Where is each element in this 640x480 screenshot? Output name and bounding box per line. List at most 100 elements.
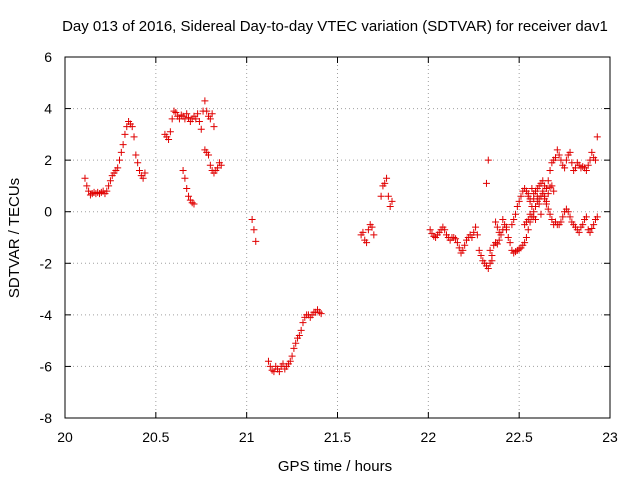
- data-point: [513, 203, 521, 211]
- data-point: [533, 192, 541, 200]
- data-point: [459, 246, 467, 254]
- data-point: [359, 228, 367, 236]
- data-point: [388, 197, 396, 205]
- data-point: [535, 200, 543, 208]
- data-point: [528, 203, 536, 211]
- data-point: [201, 97, 209, 105]
- data-point: [506, 239, 514, 247]
- data-point: [299, 319, 307, 327]
- y-tick-label: -6: [40, 358, 53, 374]
- data-point: [542, 197, 550, 205]
- data-point: [295, 331, 303, 339]
- data-point: [544, 190, 552, 198]
- data-point: [517, 192, 525, 200]
- data-point: [584, 161, 592, 169]
- data-point: [539, 187, 547, 195]
- data-point: [217, 161, 225, 169]
- data-point: [426, 226, 434, 234]
- data-point: [522, 234, 530, 241]
- data-point: [264, 357, 272, 365]
- data-point: [590, 221, 598, 229]
- data-point: [290, 344, 298, 352]
- data-point: [188, 199, 196, 207]
- data-point: [292, 339, 300, 347]
- data-point: [548, 182, 556, 190]
- x-tick-label: 22.5: [506, 429, 533, 445]
- x-axis-label: GPS time / hours: [278, 458, 392, 475]
- data-point: [582, 213, 590, 221]
- data-point: [515, 245, 523, 253]
- data-point: [268, 366, 276, 374]
- data-point: [526, 210, 534, 218]
- data-point: [194, 110, 202, 118]
- x-tick-label: 21.5: [324, 429, 351, 445]
- data-point: [386, 203, 394, 211]
- data-point: [381, 179, 389, 187]
- data-point: [190, 200, 198, 208]
- data-point: [315, 308, 323, 316]
- data-point: [206, 161, 214, 169]
- data-point: [593, 213, 601, 221]
- x-tick-label: 23: [602, 429, 618, 445]
- data-point: [544, 205, 552, 213]
- data-point: [455, 244, 463, 252]
- data-point: [441, 226, 449, 234]
- data-point: [482, 179, 490, 187]
- data-point: [210, 123, 218, 131]
- data-point: [513, 246, 521, 254]
- data-point: [181, 174, 189, 182]
- data-point: [197, 125, 205, 133]
- data-point: [286, 357, 294, 365]
- data-point: [588, 224, 596, 232]
- grid: [65, 57, 610, 418]
- data-point: [546, 210, 554, 218]
- data-point: [488, 257, 496, 265]
- data-point: [575, 228, 583, 236]
- data-point: [562, 156, 570, 164]
- data-point: [548, 215, 556, 223]
- data-point: [530, 190, 538, 198]
- data-point: [86, 191, 94, 199]
- data-point: [461, 241, 469, 249]
- y-tick-label: -4: [40, 307, 53, 323]
- data-point: [119, 141, 127, 149]
- axis-ticks: 20 20.5 21 21.5 22 22.5 23 -8 -6 -4 -2 0 2 4 6: [40, 49, 618, 445]
- data-point: [588, 148, 596, 156]
- data-point: [195, 117, 203, 125]
- data-point: [250, 226, 258, 234]
- y-tick-label: 6: [44, 49, 52, 65]
- data-point: [206, 115, 214, 123]
- data-point: [377, 192, 385, 200]
- data-point: [473, 231, 481, 239]
- x-tick-label: 20.5: [142, 429, 169, 445]
- data-point: [550, 187, 558, 195]
- data-point: [165, 136, 173, 144]
- data-point: [83, 182, 91, 190]
- data-point: [526, 195, 534, 203]
- data-point: [555, 151, 563, 159]
- data-point: [532, 215, 540, 223]
- data-point: [117, 148, 125, 156]
- data-point: [105, 182, 113, 190]
- data-point: [542, 185, 550, 193]
- data-point: [363, 239, 371, 247]
- data-point: [452, 235, 460, 243]
- data-point: [297, 326, 305, 334]
- data-point: [430, 232, 438, 240]
- data-point: [591, 156, 599, 164]
- data-point: [515, 197, 523, 205]
- data-point: [553, 146, 561, 154]
- data-point: [103, 187, 111, 195]
- data-point: [288, 352, 296, 360]
- data-point: [177, 111, 185, 119]
- data-point: [132, 151, 140, 159]
- data-point: [566, 148, 574, 156]
- y-tick-label: -2: [40, 255, 53, 271]
- data-point: [593, 133, 601, 141]
- data-point: [248, 215, 256, 223]
- data-point: [97, 188, 105, 196]
- data-point: [557, 218, 565, 226]
- data-point: [528, 185, 536, 193]
- data-point: [492, 239, 500, 247]
- x-tick-label: 22: [421, 429, 437, 445]
